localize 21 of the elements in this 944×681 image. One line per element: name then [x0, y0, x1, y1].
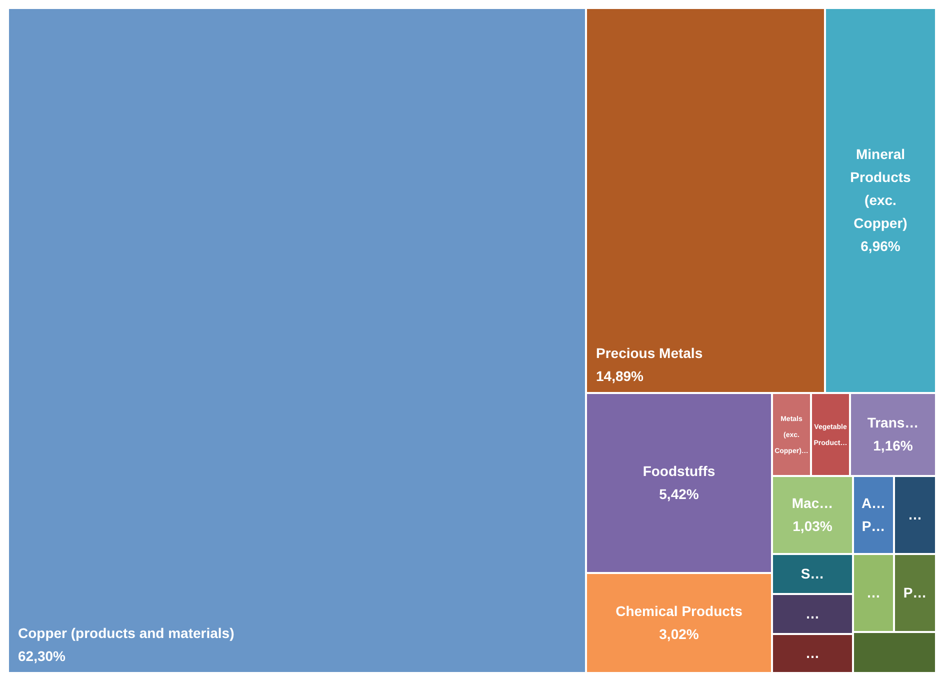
category-label: Precious Metals	[596, 345, 703, 361]
category-label: …	[806, 645, 820, 662]
category-label: Trans…	[867, 414, 919, 431]
data-label: 1,03%	[792, 518, 833, 534]
data-label: 3,02%	[659, 626, 700, 642]
data-label: 1,16%	[873, 438, 914, 454]
category-label: P…	[903, 584, 927, 601]
category-label: Foodstuffs	[642, 463, 716, 480]
category-label: Mac…	[792, 495, 834, 512]
data-label: 14,89%	[596, 368, 644, 384]
category-label: Chemical Products	[616, 603, 743, 620]
category-label: A… P…	[861, 495, 886, 534]
data-label: 62,30%	[18, 648, 66, 664]
data-label: 5,42%	[659, 486, 700, 502]
category-label: Copper (products and materials)	[18, 625, 234, 641]
data-label: 6,96%	[860, 238, 901, 254]
category-label: …	[866, 584, 880, 601]
category-label: S…	[800, 566, 824, 582]
category-label: Mineral Products (exc. Copper)	[850, 146, 912, 232]
category-label: …	[806, 606, 820, 622]
category-label: …	[908, 506, 922, 523]
